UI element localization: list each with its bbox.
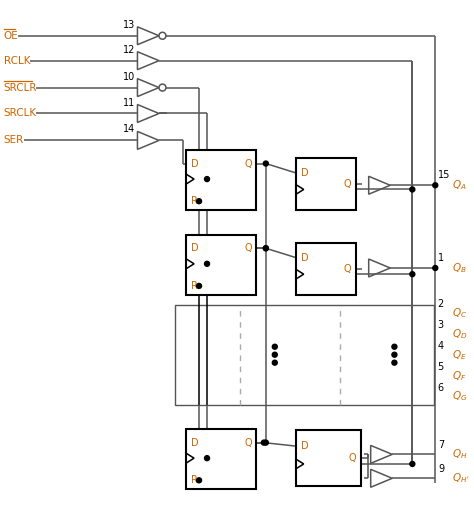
Circle shape (392, 360, 397, 365)
Text: $Q_{H'}$: $Q_{H'}$ (452, 471, 470, 485)
Text: 5: 5 (438, 362, 444, 372)
Bar (296, 431, 361, 486)
Text: $Q_C$: $Q_C$ (452, 306, 467, 320)
Bar (175, 305, 434, 405)
Circle shape (264, 161, 268, 166)
Circle shape (433, 183, 438, 188)
Text: 14: 14 (123, 124, 136, 134)
Circle shape (410, 187, 415, 192)
Circle shape (410, 272, 415, 277)
Text: D: D (301, 441, 309, 451)
Text: $Q_D$: $Q_D$ (452, 327, 468, 341)
Text: 9: 9 (438, 464, 445, 475)
Text: SRCLK: SRCLK (4, 108, 37, 118)
Circle shape (392, 344, 397, 349)
Text: SRCLR: SRCLR (4, 83, 37, 93)
Circle shape (264, 246, 268, 251)
Circle shape (272, 360, 277, 365)
Text: D: D (191, 243, 199, 253)
Bar (186, 150, 256, 210)
Text: 4: 4 (438, 341, 443, 351)
Bar (186, 235, 256, 295)
Text: OE: OE (4, 31, 18, 41)
Text: D: D (191, 437, 199, 448)
Bar (186, 430, 256, 489)
Text: $Q_A$: $Q_A$ (452, 178, 467, 192)
Text: D: D (301, 168, 309, 178)
Text: Q: Q (344, 179, 352, 189)
Text: 12: 12 (123, 44, 136, 54)
Circle shape (410, 461, 415, 467)
Text: 2: 2 (438, 299, 444, 309)
Circle shape (264, 246, 268, 251)
Text: R: R (191, 196, 198, 206)
Text: 15: 15 (438, 170, 451, 180)
Circle shape (433, 266, 438, 270)
Bar (296, 243, 356, 295)
Circle shape (204, 455, 210, 461)
Text: Q: Q (349, 453, 356, 463)
Text: $Q_G$: $Q_G$ (452, 390, 468, 404)
Text: 7: 7 (438, 441, 445, 450)
Text: SER: SER (4, 135, 24, 145)
Circle shape (197, 284, 201, 288)
Circle shape (204, 177, 210, 181)
Text: 3: 3 (438, 320, 443, 330)
Bar (296, 158, 356, 210)
Text: Q: Q (244, 243, 252, 253)
Circle shape (272, 352, 277, 357)
Circle shape (272, 344, 277, 349)
Circle shape (264, 440, 268, 445)
Text: $Q_F$: $Q_F$ (452, 369, 466, 382)
Circle shape (197, 199, 201, 204)
Text: 10: 10 (123, 71, 136, 81)
Text: Q: Q (344, 264, 352, 274)
Circle shape (197, 478, 201, 483)
Text: 11: 11 (123, 97, 136, 107)
Text: $Q_B$: $Q_B$ (452, 261, 467, 275)
Text: 13: 13 (123, 20, 136, 30)
Text: $Q_E$: $Q_E$ (452, 348, 467, 362)
Circle shape (261, 440, 266, 445)
Text: R: R (191, 281, 198, 291)
Circle shape (392, 352, 397, 357)
Circle shape (204, 261, 210, 266)
Text: R: R (191, 475, 198, 485)
Text: 1: 1 (438, 253, 445, 263)
Text: 6: 6 (438, 382, 443, 393)
Text: D: D (301, 252, 309, 262)
Text: RCLK: RCLK (4, 56, 30, 66)
Text: D: D (191, 159, 199, 169)
Text: Q: Q (244, 159, 252, 169)
Text: $Q_H$: $Q_H$ (452, 448, 468, 461)
Text: Q: Q (244, 437, 252, 448)
